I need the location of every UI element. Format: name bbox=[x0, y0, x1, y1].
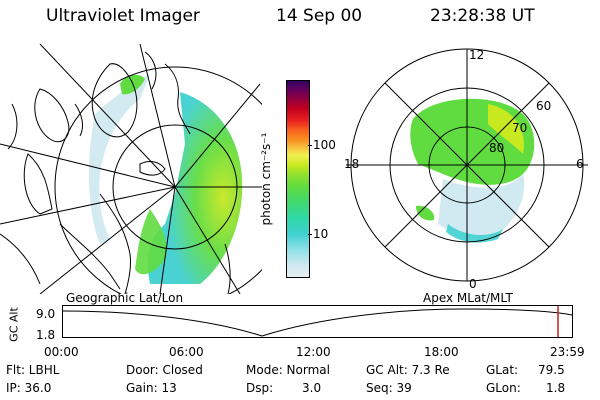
glat-label: GLat: bbox=[486, 363, 519, 377]
geographic-map bbox=[0, 44, 262, 294]
time-tick-1800: 18:00 bbox=[424, 345, 459, 359]
seq-info: Seq: 39 bbox=[366, 381, 412, 395]
header-bar: Ultraviolet Imager 14 Sep 00 23:28:38 UT bbox=[0, 0, 600, 40]
mode-info: Mode: Normal bbox=[246, 363, 330, 377]
aurora-oval-emission bbox=[446, 224, 503, 243]
mlt-label-6: 6 bbox=[576, 157, 584, 171]
lat-lon-graticule bbox=[0, 44, 262, 294]
filter-info: Flt: LBHL bbox=[6, 363, 60, 377]
dsp-value: 3.0 bbox=[302, 381, 322, 395]
glon-value: 1.8 bbox=[546, 381, 566, 395]
colorbar-tick-100: 100 bbox=[313, 138, 336, 152]
altitude-curve bbox=[62, 308, 573, 337]
aurora-oval-bright bbox=[488, 104, 524, 154]
colorbar-tick-mark bbox=[308, 145, 312, 146]
intensity-colorbar bbox=[286, 80, 310, 278]
aurora-emission-region bbox=[120, 74, 145, 95]
glat-value: 79.5 bbox=[538, 363, 565, 377]
gc-alt-tick-high: 9.0 bbox=[36, 307, 56, 321]
polar-grid bbox=[346, 48, 588, 282]
colorbar-tick-mark bbox=[308, 234, 312, 235]
time-tick-0600: 06:00 bbox=[169, 345, 204, 359]
polar-mlat-mlt-plot: 12 18 6 0 60 70 80 bbox=[344, 48, 588, 291]
mlt-label-18: 18 bbox=[344, 157, 359, 171]
time-tick-2359: 23:59 bbox=[550, 345, 585, 359]
instrument-title: Ultraviolet Imager bbox=[46, 6, 200, 26]
gc-alt-info: GC Alt: 7.3 Re bbox=[366, 363, 450, 377]
colorbar-tick-10: 10 bbox=[313, 227, 329, 241]
ip-info: IP: 36.0 bbox=[6, 381, 52, 395]
altitude-timeline-plot bbox=[62, 305, 573, 338]
mlt-label-0: 0 bbox=[469, 277, 477, 291]
observation-time: 23:28:38 UT bbox=[430, 6, 535, 26]
colorbar-unit-label: photon cm⁻²s⁻¹ bbox=[259, 132, 273, 226]
glon-label: GLon: bbox=[486, 381, 521, 395]
aurora-patch bbox=[416, 205, 435, 221]
aurora-emission-region bbox=[135, 209, 167, 275]
geographic-caption: Geographic Lat/Lon bbox=[66, 291, 184, 305]
lat-label-70: 70 bbox=[512, 121, 527, 135]
gc-alt-axis-label: GC Alt bbox=[7, 307, 21, 342]
lat-label-60: 60 bbox=[536, 99, 551, 113]
aurora-emission-region bbox=[147, 92, 243, 284]
apex-caption: Apex MLat/MLT bbox=[423, 291, 513, 305]
mlt-label-12: 12 bbox=[469, 48, 484, 62]
observation-date: 14 Sep 00 bbox=[276, 6, 363, 26]
timeline-frame bbox=[62, 305, 573, 338]
aurora-oval-faint bbox=[438, 174, 525, 239]
gc-alt-tick-low: 1.8 bbox=[36, 328, 56, 342]
aurora-faint-region bbox=[88, 74, 150, 244]
dsp-label: Dsp: bbox=[246, 381, 274, 395]
time-tick-1200: 12:00 bbox=[296, 345, 331, 359]
time-tick-0000: 00:00 bbox=[44, 345, 79, 359]
lat-label-80: 80 bbox=[489, 141, 504, 155]
coastlines bbox=[0, 51, 231, 294]
gain-info: Gain: 13 bbox=[126, 381, 177, 395]
door-info: Door: Closed bbox=[126, 363, 203, 377]
